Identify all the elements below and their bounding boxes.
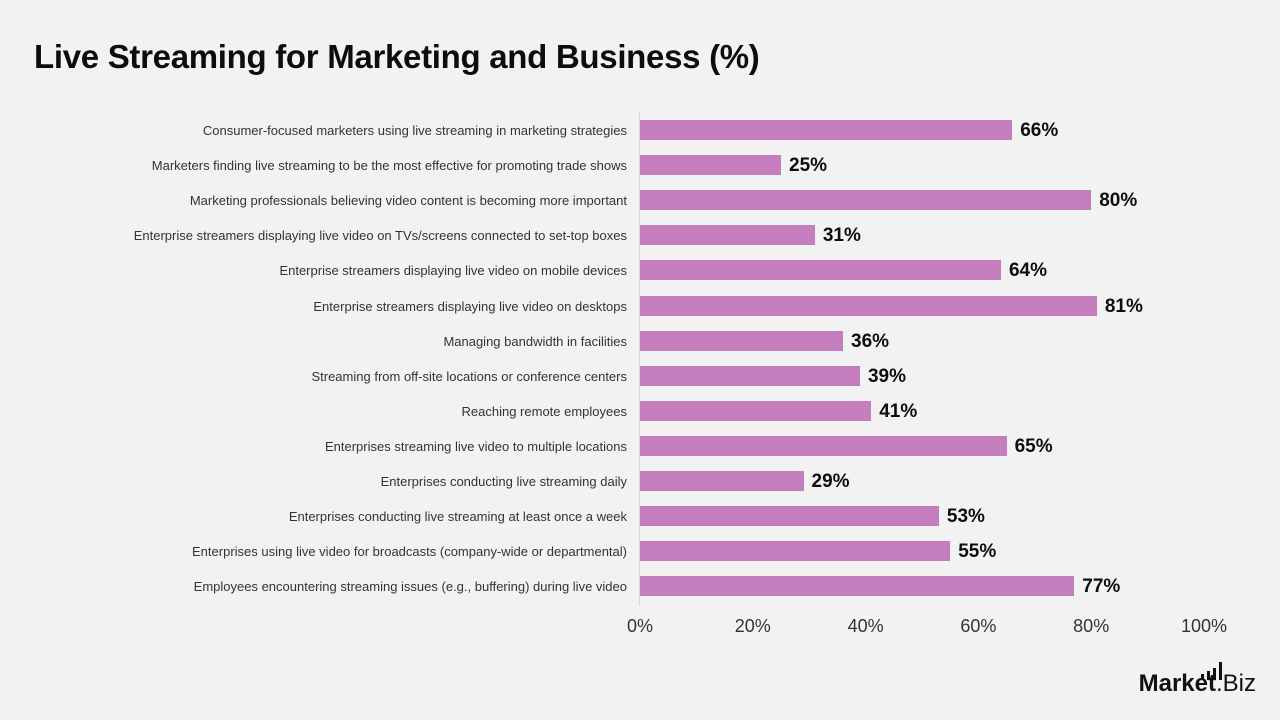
x-tick-label: 20%	[734, 616, 771, 636]
bar-chart-icon	[1200, 662, 1222, 680]
value-label: 55%	[958, 541, 997, 563]
bar-row: Enterprises using live video for broadca…	[0, 534, 1280, 569]
category-label: Consumer-focused marketers using live st…	[202, 123, 627, 138]
category-label: Enterprises streaming live video to mult…	[324, 438, 627, 454]
x-tick-label: 100%	[1180, 616, 1228, 636]
category-label: Enterprise streamers displaying live vid…	[279, 263, 627, 279]
bar-row: Enterprise streamers displaying live vid…	[0, 253, 1280, 288]
category-label: Enterprise streamers displaying live vid…	[313, 298, 627, 314]
x-tick-label: 40%	[847, 616, 884, 636]
bar	[640, 400, 872, 421]
bar	[640, 365, 860, 386]
value-label: 65%	[1014, 435, 1053, 457]
category-label: Enterprises conducting live streaming da…	[380, 474, 627, 489]
bar-row: Enterprises conducting live streaming da…	[0, 464, 1280, 499]
category-label: Enterprises conducting live streaming at…	[288, 509, 627, 525]
bar	[640, 260, 1001, 281]
value-label: 39%	[867, 365, 906, 387]
category-label: Employees encountering streaming issues …	[193, 579, 627, 595]
bar-row: Streaming from off-site locations or con…	[0, 359, 1280, 394]
category-label: Reaching remote employees	[461, 403, 627, 419]
category-label: Managing bandwidth in facilities	[443, 333, 627, 349]
category-label: Enterprises using live video for broadca…	[192, 544, 627, 560]
bar-row: Marketers finding live streaming to be t…	[0, 148, 1280, 183]
bar-row: Marketing professionals believing video …	[0, 183, 1280, 218]
bar-row: Enterprises streaming live video to mult…	[0, 429, 1280, 464]
value-label: 81%	[1104, 295, 1143, 317]
bar	[640, 330, 844, 351]
bar	[640, 225, 815, 246]
x-tick-label: 60%	[960, 616, 997, 636]
value-label: 36%	[851, 330, 890, 352]
category-label: Streaming from off-site locations or con…	[311, 368, 627, 384]
value-label: 66%	[1020, 120, 1059, 141]
bar-row: Enterprise streamers displaying live vid…	[0, 218, 1280, 253]
value-label: 41%	[879, 400, 918, 422]
bar-row: Enterprise streamers displaying live vid…	[0, 289, 1280, 324]
category-label: Marketing professionals believing video …	[189, 193, 627, 209]
category-label: Marketers finding live streaming to be t…	[151, 158, 627, 174]
value-label: 77%	[1082, 576, 1121, 598]
bar-row: Enterprises conducting live streaming at…	[0, 499, 1280, 534]
bar	[640, 576, 1075, 597]
bar	[640, 120, 1013, 140]
bar	[640, 506, 939, 527]
bar	[640, 541, 951, 562]
x-tick-label: 0%	[626, 616, 654, 636]
value-label: 31%	[822, 225, 861, 247]
market-biz-logo: Market .Biz	[1139, 662, 1256, 698]
y-axis-line	[639, 112, 640, 606]
logo-bold-text: Market	[1139, 662, 1222, 698]
logo-normal-text: .Biz	[1215, 670, 1256, 697]
bar	[640, 435, 1007, 456]
bar	[640, 190, 1092, 211]
value-label: 25%	[789, 155, 828, 177]
bar	[640, 295, 1097, 316]
category-label: Enterprise streamers displaying live vid…	[133, 228, 627, 244]
value-label: 53%	[946, 506, 985, 528]
value-label: 80%	[1099, 190, 1138, 212]
bar-row: Consumer-focused marketers using live st…	[0, 113, 1280, 148]
value-label: 29%	[811, 471, 850, 492]
x-tick-label: 80%	[1073, 616, 1110, 636]
bar-row: Reaching remote employees 41%	[0, 394, 1280, 429]
bar-row: Managing bandwidth in facilities 36%	[0, 324, 1280, 359]
bar	[640, 155, 781, 176]
bar-row: Employees encountering streaming issues …	[0, 569, 1280, 604]
bar	[640, 471, 804, 491]
chart-title: Live Streaming for Marketing and Busines…	[34, 38, 760, 75]
value-label: 64%	[1008, 260, 1047, 282]
